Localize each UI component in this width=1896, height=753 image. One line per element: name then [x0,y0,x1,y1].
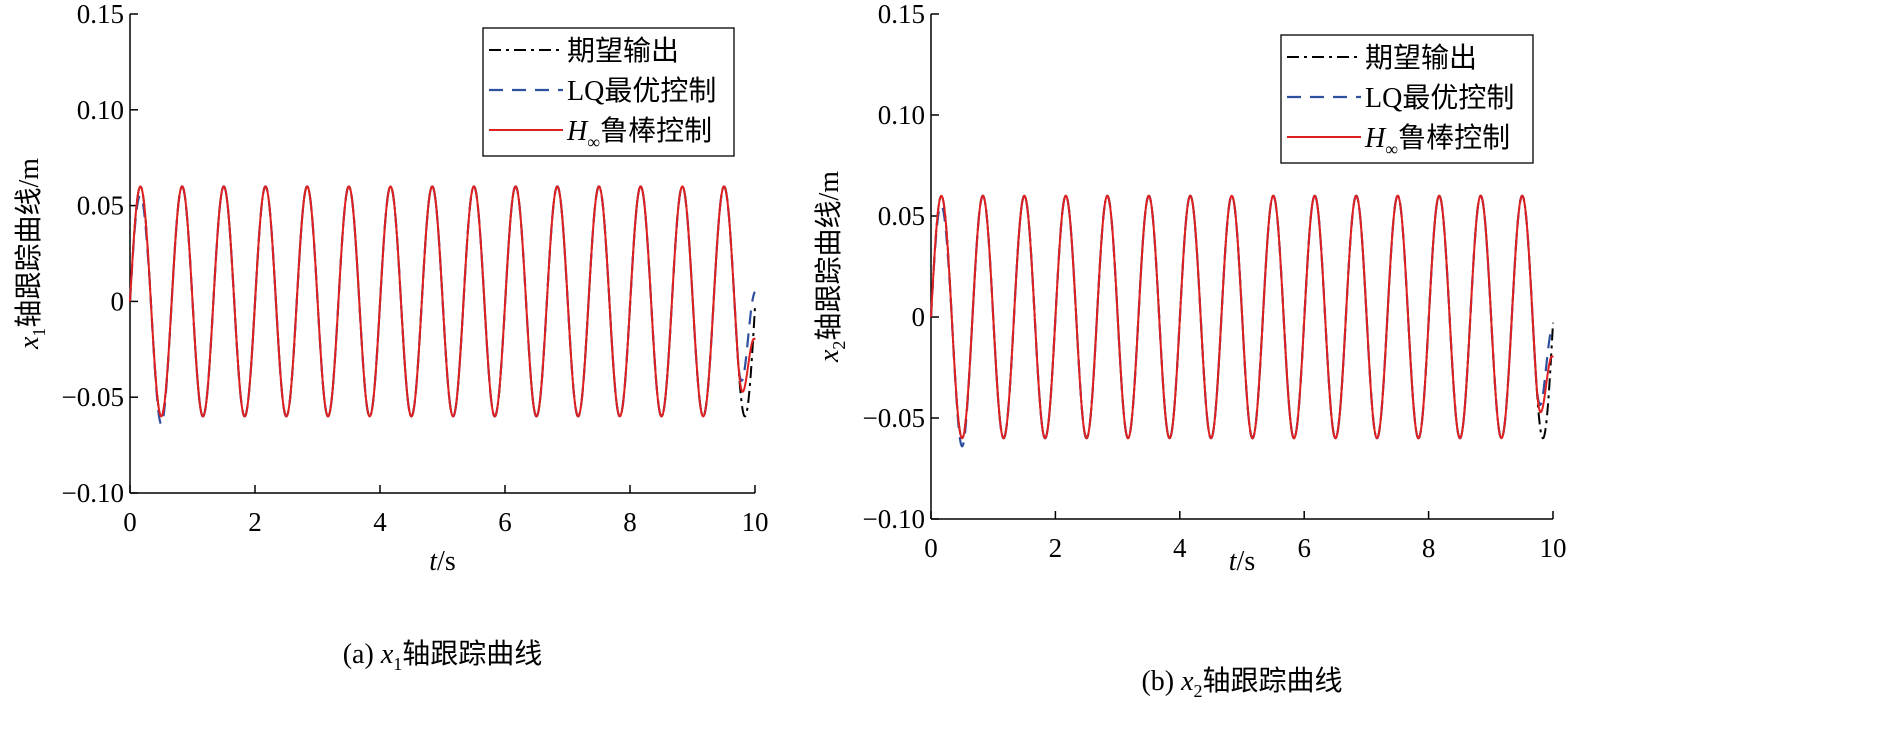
legend-label-prefix: H [566,116,589,147]
y-tick-label: 0.15 [878,0,925,29]
legend-label-hinf: H∞鲁棒控制 [1364,122,1510,159]
y-tick-label: 0 [912,302,926,332]
legend-label-rest: 鲁棒控制 [600,115,712,147]
y-axis-label: x1轴跟踪曲线/m [13,158,49,350]
y-axis-label-var: x [814,349,845,363]
series-line-hinf [129,185,756,418]
caption-prefix: (b) [1141,666,1181,697]
legend-label-sub: ∞ [587,132,600,152]
legend-label-hinf: H∞鲁棒控制 [566,115,712,152]
y-tick-label: 0.10 [878,100,925,130]
x-axis-label: t/s [1229,546,1255,577]
y-tick-label: 0.10 [77,95,124,125]
legend-label-lq: LQ最优控制 [1365,82,1514,114]
x-tick-label: 0 [924,533,938,563]
legend-label-rest: 鲁棒控制 [1398,122,1510,154]
y-axis-label-sub: 1 [29,328,49,337]
x-tick-label: 8 [623,507,637,537]
y-axis-label-sub: 2 [829,341,849,350]
x-tick-label: 6 [1297,533,1311,563]
x-tick-label: 4 [373,507,387,537]
legend: 期望输出 LQ最优控制 H∞鲁棒控制 [482,27,735,157]
legend-label-desired: 期望输出 [1365,42,1477,74]
legend: 期望输出 LQ最优控制 H∞鲁棒控制 [1280,34,1534,164]
x-axis-label-var: t [1229,546,1238,577]
legend-label-sub: ∞ [1385,139,1398,159]
y-tick-label: 0.05 [77,191,124,221]
x-tick-label: 6 [498,507,512,537]
y-axis-label-var: x [14,336,45,350]
y-tick-label: −0.10 [62,478,124,508]
figure-caption: (b) x2轴跟踪曲线 [1141,665,1342,701]
x-tick-label: 8 [1422,533,1436,563]
caption-rest: 轴跟踪曲线 [402,638,542,670]
y-axis-label-rest: 轴跟踪曲线/m [813,171,845,341]
caption-prefix: (a) [343,639,381,670]
y-tick-label: 0 [111,286,125,316]
x-axis-label-unit: /s [437,546,456,577]
series-line-hinf [930,194,1554,440]
x-tick-label: 4 [1173,533,1187,563]
caption-sub: 1 [393,654,402,674]
caption-sub: 2 [1194,681,1203,701]
figure-caption: (a) x1轴跟踪曲线 [343,638,543,674]
y-tick-label: 0.15 [77,0,124,29]
x-tick-label: 10 [742,507,769,537]
y-tick-label: −0.05 [62,382,124,412]
x-tick-label: 0 [123,507,137,537]
y-tick-label: 0.05 [878,201,925,231]
x-tick-label: 2 [248,507,262,537]
caption-var: x [380,639,394,670]
y-axis-label-rest: 轴跟踪曲线/m [13,158,45,328]
x-axis-label-var: t [429,546,438,577]
y-axis-label: x2轴跟踪曲线/m [813,171,849,363]
x-tick-label: 10 [1540,533,1567,563]
legend-label-desired: 期望输出 [567,35,679,67]
caption-var: x [1180,666,1194,697]
y-tick-label: −0.05 [863,403,925,433]
legend-label-prefix: H [1364,123,1387,154]
y-tick-label: −0.10 [863,504,925,534]
legend-label-lq: LQ最优控制 [567,75,716,107]
caption-rest: 轴跟踪曲线 [1203,665,1343,697]
x-axis-label-unit: /s [1237,546,1256,577]
x-axis-label: t/s [429,546,455,577]
x-tick-label: 2 [1049,533,1063,563]
